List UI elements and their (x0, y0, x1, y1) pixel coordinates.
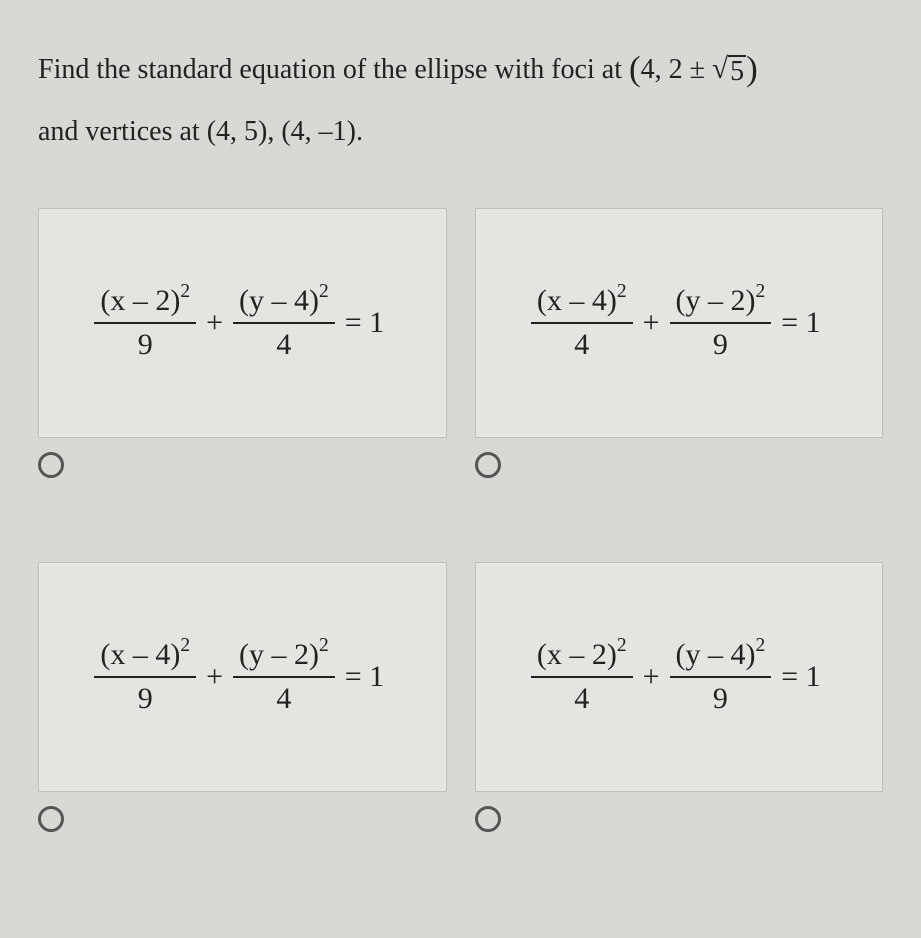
plus-icon: + (643, 306, 660, 340)
num: (y – 2) (239, 638, 319, 671)
exp: 2 (319, 281, 329, 302)
vertex-2: (4, –1) (281, 116, 356, 147)
radio-button[interactable] (38, 806, 64, 832)
options-grid: (x – 2)2 9 + (y – 4)2 4 = 1 (x – 4)2 (38, 208, 883, 832)
option-card[interactable]: (x – 4)2 9 + (y – 2)2 4 = 1 (38, 562, 447, 792)
num: (x – 4) (100, 638, 180, 671)
question-line-2: and vertices at (4, 5), (4, –1). (38, 105, 883, 158)
q-text: Find the standard equation of the ellips… (38, 54, 629, 85)
exp: 2 (755, 281, 765, 302)
foci-k: 2 (669, 54, 683, 85)
fraction-2: (y – 4)2 9 (670, 635, 772, 718)
exp: 2 (617, 281, 627, 302)
fraction-bar-icon (670, 676, 772, 678)
den: 9 (707, 326, 734, 364)
num: (y – 4) (676, 638, 756, 671)
foci-h: 4 (641, 54, 655, 85)
den: 4 (568, 326, 595, 364)
den: 4 (270, 326, 297, 364)
option-d: (x – 2)2 4 + (y – 4)2 9 = 1 (475, 562, 884, 832)
den: 4 (270, 680, 297, 718)
paren-open: ( (629, 49, 641, 88)
equation: (x – 2)2 9 + (y – 4)2 4 = 1 (92, 281, 392, 364)
num: (x – 2) (100, 284, 180, 317)
den: 9 (132, 680, 159, 718)
fraction-bar-icon (233, 322, 335, 324)
num: (x – 2) (537, 638, 617, 671)
exp: 2 (617, 635, 627, 656)
rhs: = 1 (781, 660, 820, 694)
equation: (x – 4)2 9 + (y – 2)2 4 = 1 (92, 635, 392, 718)
option-card[interactable]: (x – 4)2 4 + (y – 2)2 9 = 1 (475, 208, 884, 438)
exp: 2 (755, 635, 765, 656)
rhs: = 1 (781, 306, 820, 340)
plus-icon: + (206, 660, 223, 694)
exp: 2 (180, 281, 190, 302)
num: (x – 4) (537, 284, 617, 317)
q-text-2: and vertices at (38, 116, 207, 147)
surd-icon: √ (712, 55, 728, 84)
plus-icon: + (206, 306, 223, 340)
fraction-bar-icon (94, 676, 196, 678)
radicand: 5 (728, 55, 746, 88)
exp: 2 (180, 635, 190, 656)
radio-button[interactable] (38, 452, 64, 478)
den: 9 (707, 680, 734, 718)
option-b: (x – 4)2 4 + (y – 2)2 9 = 1 (475, 208, 884, 478)
exp: 2 (319, 635, 329, 656)
radio-button[interactable] (475, 806, 501, 832)
rhs: = 1 (345, 306, 384, 340)
period: . (356, 116, 363, 147)
foci-pm: ± (690, 54, 705, 85)
fraction-bar-icon (233, 676, 335, 678)
plus-icon: + (643, 660, 660, 694)
fraction-2: (y – 2)2 4 (233, 635, 335, 718)
fraction-bar-icon (94, 322, 196, 324)
fraction-bar-icon (670, 322, 772, 324)
sqrt: √5 (712, 55, 746, 88)
fraction-bar-icon (531, 676, 633, 678)
equation: (x – 2)2 4 + (y – 4)2 9 = 1 (529, 635, 829, 718)
fraction-bar-icon (531, 322, 633, 324)
option-a: (x – 2)2 9 + (y – 4)2 4 = 1 (38, 208, 447, 478)
num: (y – 2) (676, 284, 756, 317)
num: (y – 4) (239, 284, 319, 317)
radio-button[interactable] (475, 452, 501, 478)
question-line-1: Find the standard equation of the ellips… (38, 34, 883, 101)
fraction-2: (y – 2)2 9 (670, 281, 772, 364)
den: 9 (132, 326, 159, 364)
den: 4 (568, 680, 595, 718)
vertex-1: (4, 5) (207, 116, 268, 147)
fraction-2: (y – 4)2 4 (233, 281, 335, 364)
question-text: Find the standard equation of the ellips… (38, 34, 883, 158)
equation: (x – 4)2 4 + (y – 2)2 9 = 1 (529, 281, 829, 364)
rhs: = 1 (345, 660, 384, 694)
option-card[interactable]: (x – 2)2 9 + (y – 4)2 4 = 1 (38, 208, 447, 438)
option-c: (x – 4)2 9 + (y – 2)2 4 = 1 (38, 562, 447, 832)
fraction-1: (x – 4)2 9 (94, 635, 196, 718)
paren-close: ) (746, 49, 758, 88)
fraction-1: (x – 2)2 4 (531, 635, 633, 718)
fraction-1: (x – 4)2 4 (531, 281, 633, 364)
option-card[interactable]: (x – 2)2 4 + (y – 4)2 9 = 1 (475, 562, 884, 792)
fraction-1: (x – 2)2 9 (94, 281, 196, 364)
